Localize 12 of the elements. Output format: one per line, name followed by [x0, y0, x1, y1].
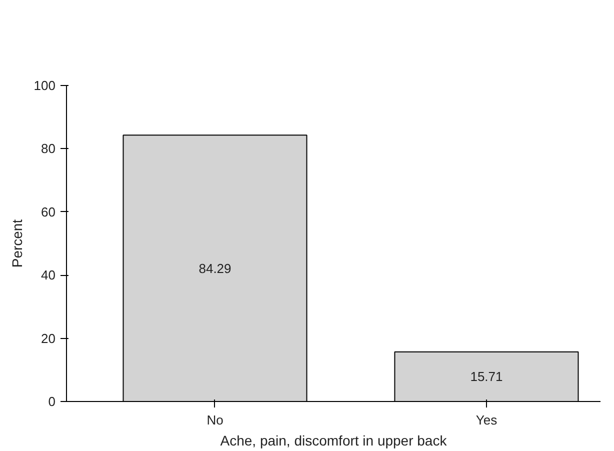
- data-label: 84.29: [198, 260, 232, 276]
- y-tick-label: 0: [48, 394, 56, 409]
- x-tick-label: Yes: [476, 412, 498, 428]
- x-tick-label: No: [206, 412, 224, 428]
- y-tick-label: 100: [34, 78, 56, 93]
- y-tick-label: 60: [41, 204, 56, 220]
- data-label: 15.71: [470, 369, 503, 384]
- y-tick-label: 20: [41, 330, 56, 346]
- y-tick-label: 40: [41, 268, 56, 283]
- x-axis-title: Ache, pain, discomfort in upper back: [220, 432, 448, 448]
- y-tick-label: 80: [41, 141, 56, 156]
- y-axis-title: Percent: [8, 219, 25, 268]
